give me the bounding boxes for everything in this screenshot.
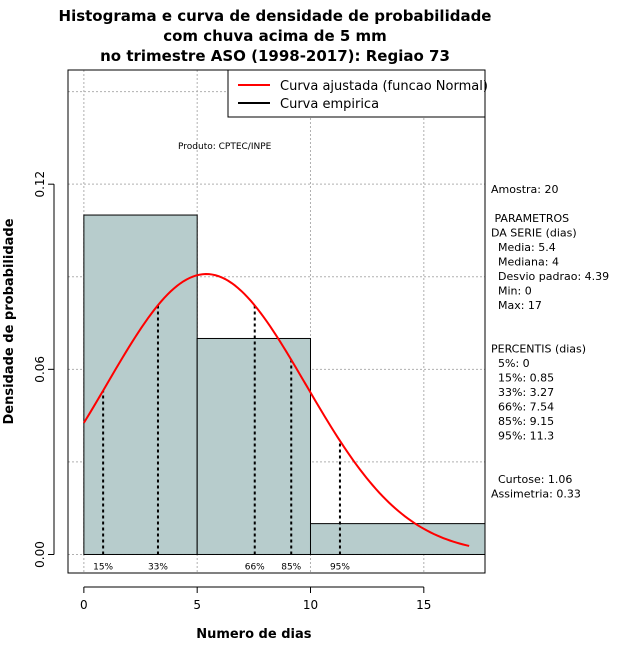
percentile-label: 95% — [330, 562, 350, 572]
stats-line: Curtose: 1.06 — [491, 473, 572, 486]
histogram-bar — [83, 214, 198, 555]
stats-line: PARAMETROS — [491, 212, 569, 225]
stats-line: 95%: 11.3 — [491, 430, 554, 443]
percentile-label: 15% — [93, 562, 113, 572]
stats-line: Media: 5.4 — [491, 241, 556, 254]
stats-line: Amostra: 20 — [491, 183, 558, 196]
stats-line: Min: 0 — [491, 285, 532, 298]
chart-title-line: com chuva acima de 5 mm — [163, 27, 387, 45]
stats-line: Assimetria: 0.33 — [491, 488, 581, 501]
x-tick-label: 15 — [416, 598, 431, 612]
percentile-label: 66% — [245, 562, 265, 572]
stats-line: 33%: 3.27 — [491, 386, 554, 399]
legend-box — [227, 69, 486, 118]
stats-line: 85%: 9.15 — [491, 415, 554, 428]
stats-line: PERCENTIS (dias) — [491, 343, 586, 356]
x-axis-title: Numero de dias — [196, 627, 312, 642]
y-tick-label: 0.06 — [33, 356, 47, 383]
histogram-bar — [309, 523, 486, 555]
chart-title-line: Histograma e curva de densidade de proba… — [59, 7, 492, 25]
stats-line: DA SERIE (dias) — [491, 227, 577, 240]
stats-line: 66%: 7.54 — [491, 401, 554, 414]
stats-line: Mediana: 4 — [491, 256, 559, 269]
stats-line: Desvio padrao: 4.39 — [491, 270, 609, 283]
normal-curve-line — [83, 273, 470, 547]
x-tick-label: 10 — [303, 598, 318, 612]
x-tick-label: 5 — [193, 598, 201, 612]
legend-label: Curva ajustada (funcao Normal) — [280, 79, 488, 94]
y-tick-label: 0.00 — [33, 541, 47, 568]
product-annotation: Produto: CPTEC/INPE — [178, 142, 272, 152]
percentile-label: 33% — [148, 562, 168, 572]
y-axis-title: Densidade de probabilidade — [2, 218, 17, 424]
x-tick-label: 0 — [80, 598, 88, 612]
stats-line: 5%: 0 — [491, 357, 530, 370]
percentile-label: 85% — [281, 562, 301, 572]
legend-label: Curva empirica — [280, 97, 379, 112]
y-tick-label: 0.12 — [33, 171, 47, 198]
stats-line: 15%: 0.85 — [491, 372, 554, 385]
stats-line: Max: 17 — [491, 299, 542, 312]
chart-title-line: no trimestre ASO (1998-2017): Regiao 73 — [100, 47, 450, 65]
